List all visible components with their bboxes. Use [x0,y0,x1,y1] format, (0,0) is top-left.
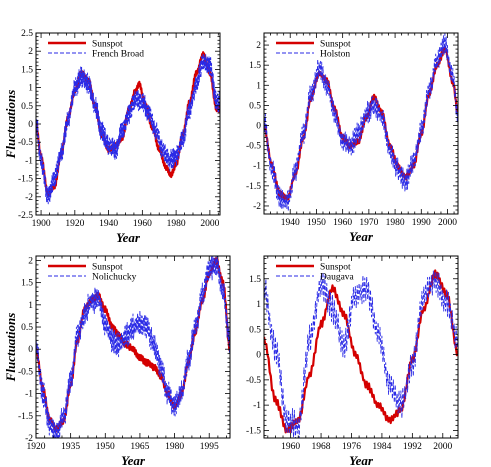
series-line-french-broad [36,52,220,205]
x-tick-label: 2000 [200,219,219,229]
y-tick-label: -1.5 [18,175,33,185]
x-tick-label: 1960 [281,442,300,452]
legend-label: French Broad [92,50,144,60]
x-tick-label: 1984 [372,442,391,452]
plot-area [36,51,220,205]
x-tick-label: 1920 [65,219,84,229]
y-tick-label: -0.5 [246,376,261,386]
chart-panel-4: 1960 1968 1976 1984 1992 2000 -1.5 -1 -0.5 0 0.5 1 1… [246,255,459,467]
chart-panel-1: 1900 1920 1940 1960 1980 2000 -2.5 -2 -1.5 -1 -0.5… [3,29,221,245]
y-tick-label: -2.5 [18,211,33,221]
y-tick-label: -0.5 [18,138,33,148]
x-tick-label: 2000 [433,442,452,452]
x-tick-label: 1992 [403,442,422,452]
legend-label: Sunspot [320,40,351,50]
x-axis-title: Year [121,453,146,467]
x-tick-label: 1935 [61,442,80,452]
y-tick-label: -1.5 [246,426,261,436]
plot-frame [35,255,231,439]
chart-panel-2: 1940 1950 1960 1970 1980 1990 2000 -2 -1.5 -1 -0.5… [246,32,459,244]
y-tick-label: -2 [253,202,261,212]
x-tick-label: 1980 [167,219,186,229]
series-line-holston [264,33,458,212]
plot-area [36,256,230,438]
x-tick-label: 1980 [165,442,184,452]
y-tick-label: -1.5 [18,412,33,422]
x-tick-label: 1920 [27,442,46,452]
chart-panel-3: 1920 1935 1950 1965 1980 1995 -2 -1.5 -1 -0.5 0 0.5… [3,255,231,467]
series-line-daugava [264,270,458,438]
series-line-sunspot [36,257,230,433]
y-tick-label: 0 [256,122,261,132]
y-tick-label: 0.5 [21,102,33,112]
y-tick-label: 2 [28,47,33,57]
y-tick-label: -0.5 [246,142,261,152]
x-tick-label: 1970 [359,218,378,228]
plot-frame [263,255,459,439]
y-tick-label: 2.5 [21,29,33,39]
y-tick-label: 1 [28,301,33,311]
plot-area [264,33,458,212]
y-tick-label: 0.5 [249,325,261,335]
x-tick-label: 1976 [342,442,361,452]
y-tick-label: 1.5 [21,65,33,75]
x-tick-label: 1940 [99,219,118,229]
y-tick-label: 1.5 [249,61,261,71]
x-tick-label: 1940 [281,218,300,228]
y-tick-label: -2 [25,193,33,203]
y-tick-label: 1 [28,84,33,94]
y-axis-title: Fluctuations [3,313,18,383]
y-axis-title: Fluctuations [3,90,18,160]
x-tick-label: 1950 [96,442,115,452]
y-tick-label: -1.5 [246,182,261,192]
legend-label: Sunspot [92,263,123,273]
plot-area [264,269,458,438]
x-tick-label: 1968 [312,442,331,452]
x-tick-label: 1960 [333,218,352,228]
x-tick-label: 1995 [200,442,219,452]
y-tick-label: -1 [253,162,261,172]
y-tick-label: 1.5 [21,279,33,289]
y-tick-label: -1 [25,390,33,400]
y-tick-label: 2 [256,41,261,51]
legend-label: Nolichucky [92,273,137,283]
x-tick-label: 1900 [32,219,51,229]
y-tick-label: 1.5 [249,275,261,285]
series-line-nolichucky [36,256,230,438]
legend-label: Daugava [320,273,355,283]
legend-label: Holston [320,50,350,60]
y-tick-label: 0 [28,120,33,130]
x-tick-label: 1990 [412,218,431,228]
y-tick-label: 1 [256,81,261,91]
legend-label: Sunspot [92,40,123,50]
y-tick-label: 0.5 [21,323,33,333]
x-axis-title: Year [116,230,141,245]
x-axis-title: Year [349,229,374,244]
x-tick-label: 1950 [307,218,326,228]
y-tick-label: -1 [253,401,261,411]
y-tick-label: 0 [28,345,33,355]
plot-frame [263,32,459,215]
x-tick-label: 1960 [133,219,152,229]
y-tick-label: 1 [256,300,261,310]
y-tick-label: -1 [25,156,33,166]
y-tick-label: 0 [256,351,261,361]
x-axis-title: Year [349,453,374,467]
x-tick-label: 1980 [386,218,405,228]
x-tick-label: 2000 [438,218,457,228]
legend-label: Sunspot [320,263,351,273]
x-tick-label: 1965 [130,442,149,452]
y-tick-label: 0.5 [249,101,261,111]
y-tick-label: -2 [25,434,33,444]
y-tick-label: -0.5 [18,367,33,377]
y-tick-label: 2 [28,256,33,266]
